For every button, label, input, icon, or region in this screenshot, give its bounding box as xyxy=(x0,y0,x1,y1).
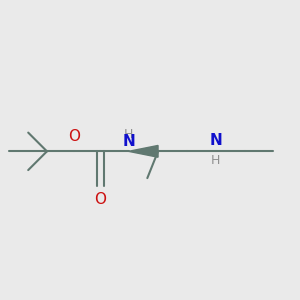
Text: N: N xyxy=(209,133,222,148)
Text: O: O xyxy=(68,129,80,144)
Text: N: N xyxy=(122,134,135,149)
Text: H: H xyxy=(211,154,220,167)
Text: O: O xyxy=(94,192,106,207)
Text: H: H xyxy=(124,128,133,141)
Polygon shape xyxy=(129,146,158,157)
